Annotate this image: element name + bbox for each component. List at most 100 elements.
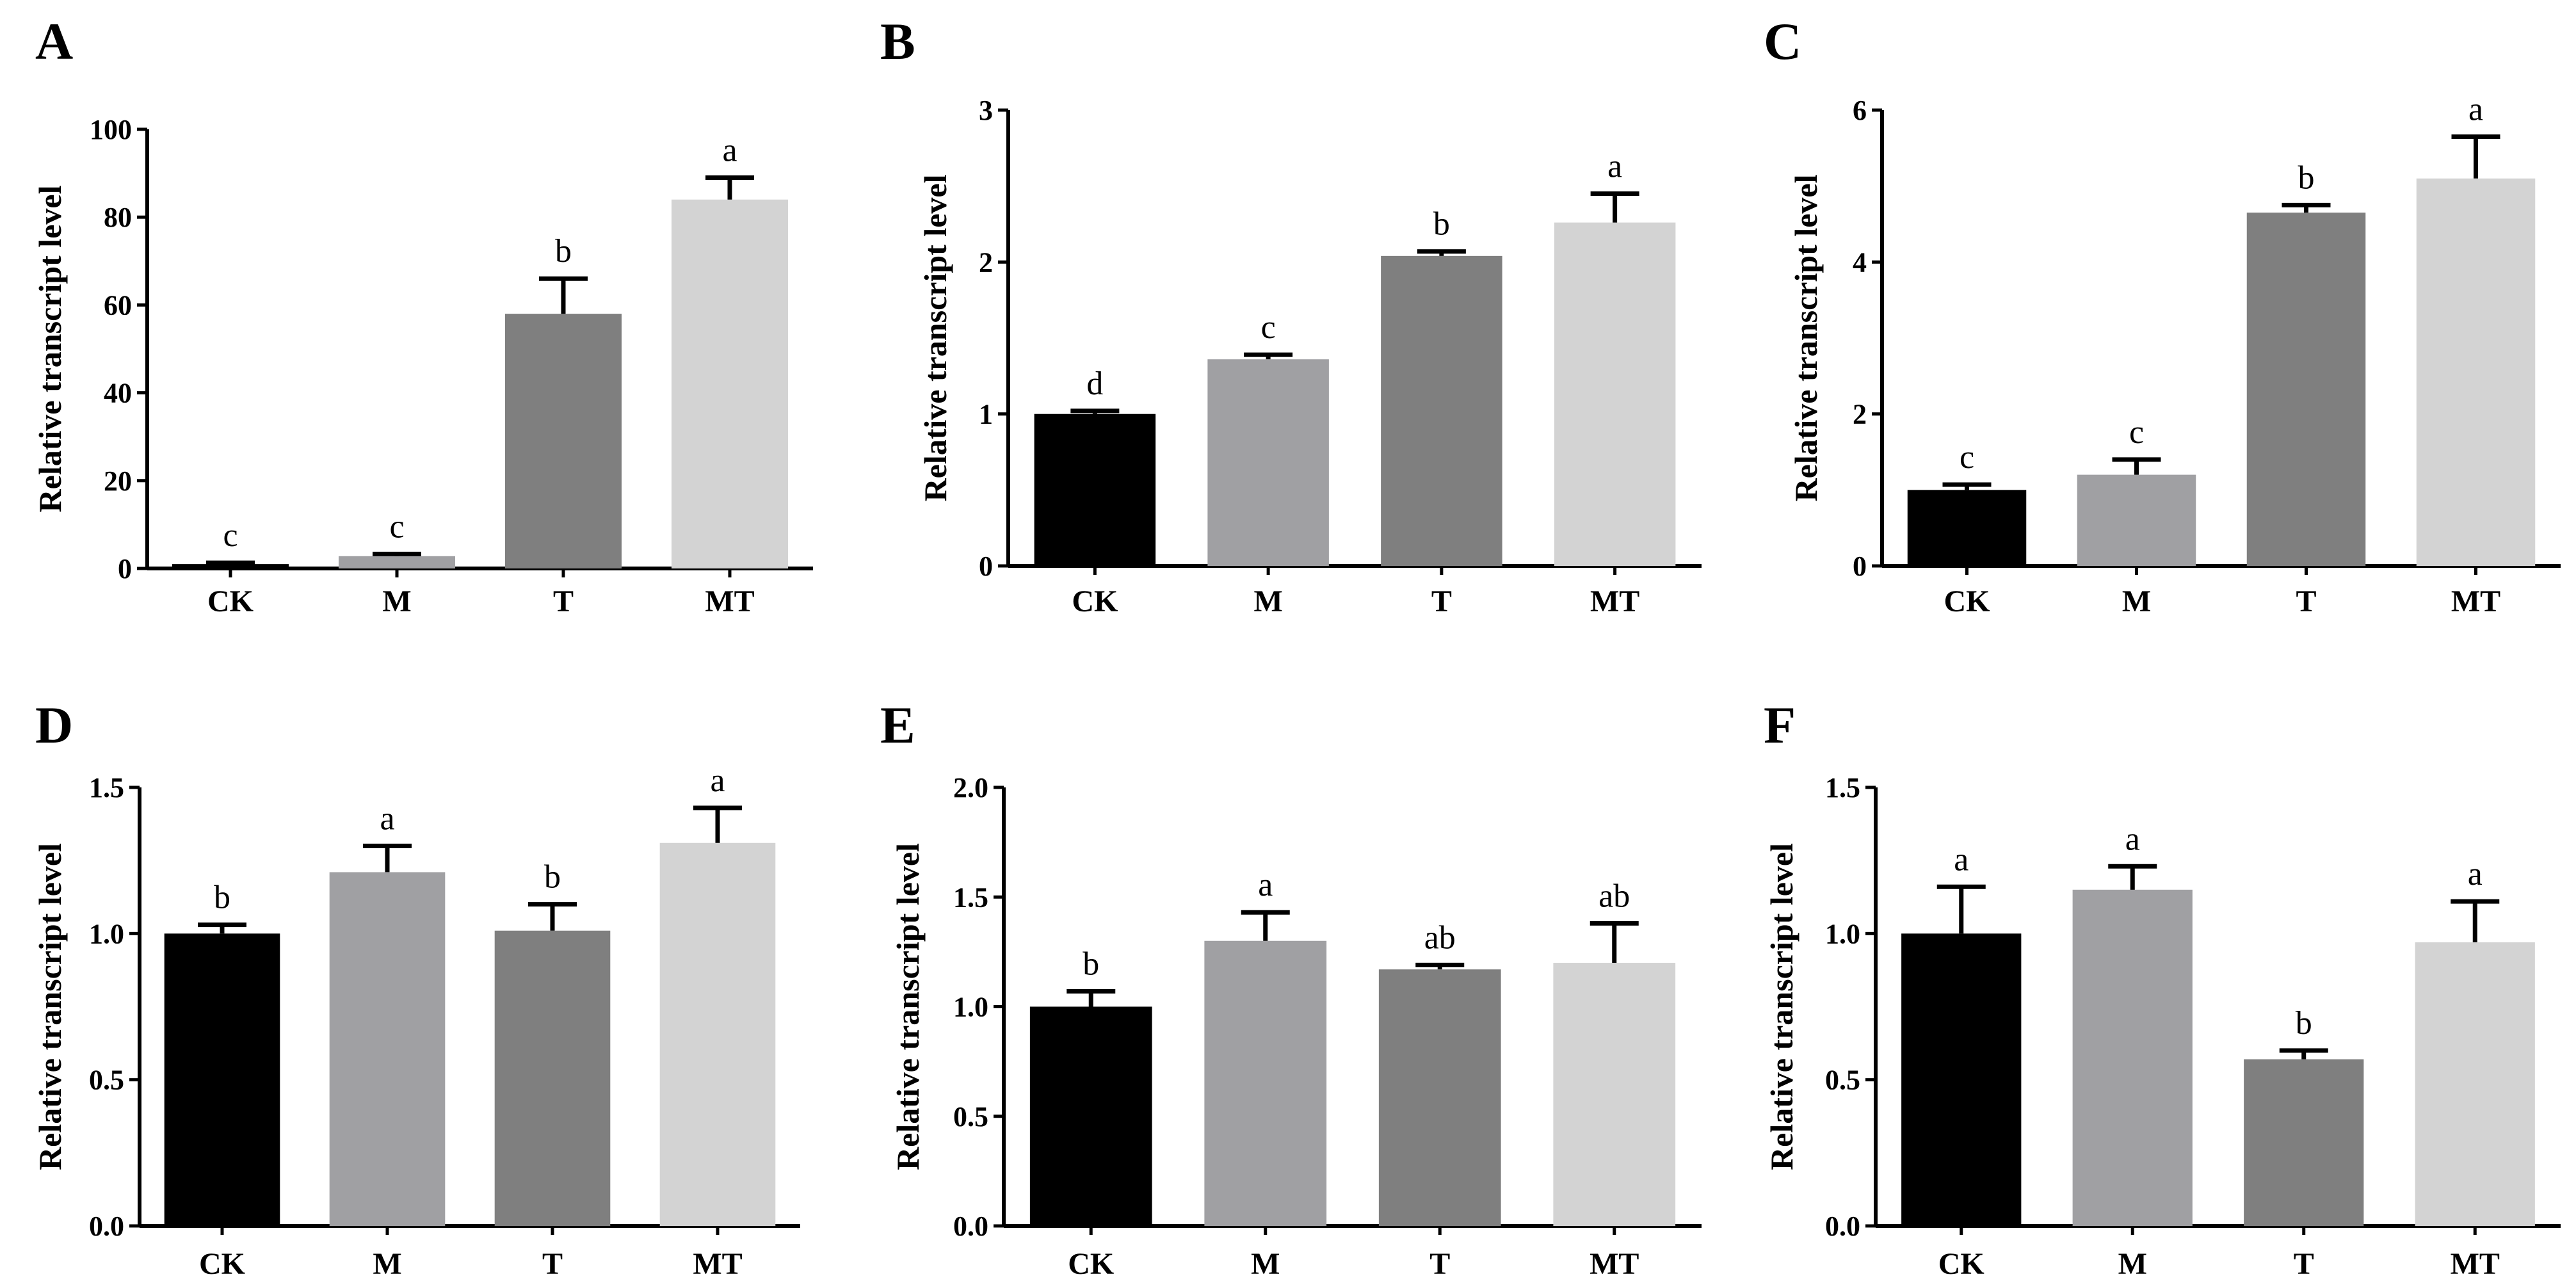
x-category-label: CK [1072,584,1118,618]
x-category-label: T [1429,1247,1450,1281]
significance-label: b [1433,206,1450,243]
y-tick-label: 1 [979,399,993,430]
bar-mt [672,199,788,568]
x-category-label: T [542,1247,563,1281]
y-tick-label: 0.0 [953,1211,988,1242]
bar-t [1381,255,1502,566]
x-category-label: M [373,1247,401,1281]
y-tick-label: 2.0 [953,772,988,803]
x-category-label: CK [207,584,254,618]
panel-letter: A [35,12,73,70]
bar-m [2077,474,2196,566]
panel-letter: B [880,12,915,70]
bar-t [494,930,611,1226]
significance-label: a [2468,92,2483,128]
x-category-label: MT [1590,1247,1639,1281]
panel-f: F Relative transcript level 0.0 0.5 1.0 1.5 a C… [1764,696,2561,1281]
panel-letter: E [880,696,915,754]
bar-t [2246,213,2366,566]
significance-label: c [2129,414,2144,451]
panel-b: B Relative transcript level 0 1 2 3 d CK c Mb Ta MT [880,12,1702,618]
significance-label: c [1261,309,1276,346]
y-tick-label: 1.5 [953,881,988,913]
significance-label: d [1086,366,1103,402]
x-category-label: CK [199,1247,245,1281]
x-category-label: MT [693,1247,742,1281]
y-tick-label: 1.0 [953,992,988,1023]
bar-mt [2415,942,2535,1226]
y-axis-title: Relative transcript level [32,185,68,512]
y-axis-title: Relative transcript level [890,843,926,1170]
panel-letter: D [35,696,73,754]
significance-label: b [544,859,561,896]
y-axis-title: Relative transcript level [1764,843,1799,1170]
bar-ck [1907,490,2027,566]
bar-mt [2416,178,2536,566]
x-category-label: T [1431,584,1452,618]
significance-label: b [2296,1005,2312,1042]
bar-ck [164,933,280,1226]
x-category-label: MT [1590,584,1639,618]
significance-label: a [710,762,725,799]
significance-label: c [389,508,404,545]
significance-label: b [555,233,572,270]
bar-ck [1901,933,2022,1226]
y-tick-label: 6 [1853,95,1867,126]
panel-e: E Relative transcript level 0.0 0.5 1.0 1.5 2.… [880,696,1702,1281]
y-axis-title: Relative transcript level [917,174,953,501]
bar-t [1378,969,1501,1226]
significance-label: a [722,132,737,168]
y-tick-label: 60 [104,289,132,321]
x-category-label: CK [1944,584,1990,618]
significance-label: c [1960,439,1974,476]
y-tick-label: 0 [1853,551,1867,582]
y-tick-label: 0.0 [89,1211,124,1242]
panel-letter: F [1764,696,1796,754]
significance-label: ab [1598,878,1630,914]
y-tick-label: 1.0 [89,918,124,949]
x-category-label: M [2118,1247,2147,1281]
y-axis-title: Relative transcript level [1788,174,1824,501]
x-category-label: MT [2451,584,2500,618]
x-category-label: M [382,584,411,618]
bar-m [1207,359,1329,566]
bar-m [2072,889,2193,1226]
bar-mt [1554,222,1676,566]
significance-label: ab [1424,919,1456,956]
bar-ck [172,564,289,568]
significance-label: a [1607,149,1622,185]
significance-label: a [1258,867,1273,903]
bar-t [2244,1059,2364,1226]
y-tick-label: 0 [118,553,132,584]
bar-ck [1029,1006,1152,1226]
x-category-label: M [1253,584,1282,618]
y-tick-label: 4 [1853,246,1867,278]
y-tick-label: 40 [104,378,132,409]
y-tick-label: 0.5 [89,1065,124,1096]
y-tick-label: 100 [90,114,132,145]
bar-mt [1553,963,1676,1226]
y-tick-label: 3 [979,95,993,126]
bar-m [339,556,455,568]
y-axis-title: Relative transcript level [32,843,68,1170]
y-tick-label: 80 [104,202,132,233]
y-tick-label: 0.5 [1825,1065,1860,1096]
x-category-label: T [2294,1247,2314,1281]
x-category-label: CK [1938,1247,1984,1281]
significance-label: a [380,800,394,837]
x-category-label: T [553,584,574,618]
y-tick-label: 2 [1853,399,1867,430]
x-category-label: M [2122,584,2151,618]
significance-label: b [2298,159,2315,196]
significance-label: b [214,880,230,916]
x-category-label: M [1251,1247,1280,1281]
y-tick-label: 2 [979,246,993,278]
significance-label: b [1083,946,1099,983]
y-tick-label: 0.0 [1825,1211,1860,1242]
y-tick-label: 1.0 [1825,918,1860,949]
significance-label: a [2468,856,2483,892]
panel-c: C Relative transcript level 0 2 4 6 c CK c Mb Ta MT [1764,12,2561,618]
bar-mt [659,842,776,1226]
